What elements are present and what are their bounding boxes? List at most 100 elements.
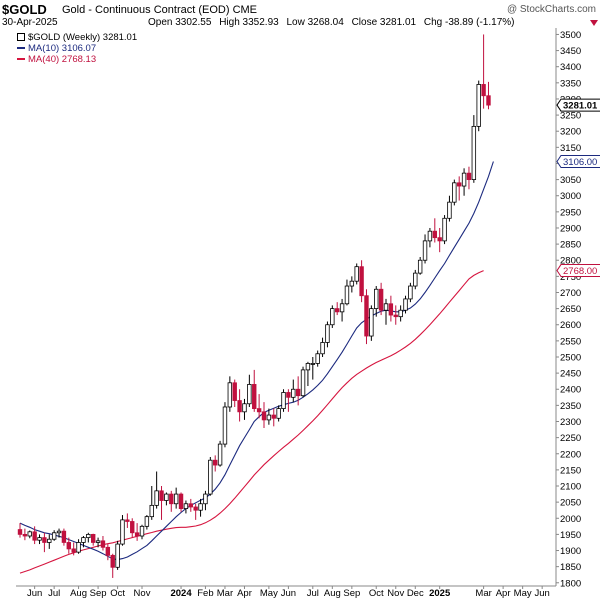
candle-body (266, 414, 272, 421)
candle-body (51, 532, 57, 540)
y-tick-label: 2000 (560, 514, 581, 525)
x-tick-label: May (514, 588, 532, 599)
candle-body (159, 490, 164, 501)
x-axis: Jun Jul Aug Sep Oct Nov 2024 Feb Mar Apr May Jun Jul… (27, 586, 550, 599)
y-tick-label: 1950 (560, 530, 581, 541)
candle-body (417, 259, 423, 274)
x-tick-label: Sep (90, 588, 107, 599)
price-tag-text: 2768.00 (563, 266, 597, 277)
candle-body (120, 519, 125, 545)
watermark: @ StockCharts.com (506, 4, 596, 15)
y-tick-label: 2450 (560, 369, 581, 380)
candle-body (422, 240, 428, 261)
ma10-price-tag: 3106.00 (556, 155, 600, 169)
candle-body (227, 382, 233, 408)
candle-body (393, 314, 398, 318)
grid (16, 28, 557, 587)
candle-body (61, 530, 67, 543)
x-tick-label: Aug (70, 588, 87, 599)
candle-body (105, 546, 111, 556)
close-label: Close (351, 17, 378, 28)
y-axis: 1800 1850 1900 1950 2000 2050 2100 2150 2200 2250… (556, 30, 581, 589)
candle-body (305, 363, 311, 371)
candle-body (359, 266, 364, 297)
x-tick-label: Nov (387, 588, 404, 599)
y-tick-label: 2200 (560, 449, 581, 460)
price-tags: 3281.01 3106.00 2768.00 (556, 98, 600, 278)
high-value: 3352.93 (242, 17, 279, 28)
candle-body (37, 537, 42, 541)
candle-body (466, 172, 472, 180)
candle-body (369, 308, 374, 337)
y-tick-label: 2150 (560, 465, 581, 476)
y-tick-label: 2500 (560, 352, 581, 363)
candle-body (408, 285, 413, 300)
candle-body (252, 384, 257, 410)
ma40-legend-icon (17, 58, 25, 61)
x-tick-label: Jun (534, 588, 549, 599)
candle-body (183, 503, 189, 509)
x-tick-label: Mar (217, 588, 233, 599)
candle-body (164, 493, 169, 501)
candle-body (291, 388, 296, 398)
candle-body (481, 84, 486, 97)
candle-body (203, 493, 208, 505)
candle-body (242, 403, 247, 413)
candle-body (378, 288, 384, 311)
chart-symbol: $GOLD (2, 2, 47, 17)
high-label: High (219, 17, 240, 28)
candle-body (42, 537, 47, 543)
ma40-layer (19, 270, 484, 574)
y-tick-label: 3350 (560, 78, 581, 89)
candle-body (295, 388, 301, 397)
y-tick-label: 3200 (560, 127, 581, 138)
candle-body (212, 459, 218, 466)
price-tag-box (556, 264, 600, 278)
candle-body (247, 384, 252, 405)
chg-value: -38.89 (-1.17%) (445, 17, 515, 28)
candle-body (271, 414, 276, 419)
candle-body (66, 542, 71, 550)
candle-body (276, 408, 281, 419)
y-tick-label: 2750 (560, 272, 581, 283)
y-tick-label: 2100 (560, 482, 581, 493)
y-tick-label: 2400 (560, 385, 581, 396)
candle-body (139, 525, 145, 537)
candle-body (22, 533, 28, 537)
y-tick-label: 3400 (560, 62, 581, 73)
candle-body (193, 506, 198, 511)
legend-price: $GOLD (Weekly) 3281.01 (17, 32, 137, 43)
candle-body (56, 530, 62, 534)
candle-body (149, 504, 154, 518)
candle-body (71, 548, 76, 553)
y-tick-label: 1850 (560, 562, 581, 573)
candle-body (364, 295, 369, 337)
ma10-layer (19, 161, 494, 561)
candle-body (95, 540, 101, 543)
y-tick-label: 2600 (560, 320, 581, 331)
candle-body (144, 516, 150, 527)
description-text: Gold - Continuous Contract (EOD) (62, 4, 230, 16)
candle-body (398, 309, 403, 318)
candle-body (388, 303, 394, 316)
y-tick-label: 2650 (560, 304, 581, 315)
ma10-legend-icon (17, 47, 25, 50)
y-tick-label: 2700 (560, 288, 581, 299)
y-tick-label: 2550 (560, 336, 581, 347)
candle-body (310, 363, 315, 365)
x-tick-label: Jun (281, 588, 296, 599)
y-tick-label: 2950 (560, 207, 581, 218)
x-tick-label: 2025 (429, 588, 451, 599)
y-tick-label: 3150 (560, 143, 581, 154)
legend-ma40-text: MA(40) 2768.13 (28, 54, 97, 65)
candle-body (374, 288, 379, 310)
price-tag-box (556, 98, 600, 112)
x-tick-label: Jun (27, 588, 42, 599)
price-tag-text: 3281.01 (563, 101, 598, 112)
x-tick-label: Apr (496, 588, 511, 599)
dropdown-triangle-icon[interactable] (590, 20, 598, 26)
candle-body (413, 272, 418, 287)
candles-layer (17, 34, 491, 578)
candle-body (217, 443, 223, 466)
